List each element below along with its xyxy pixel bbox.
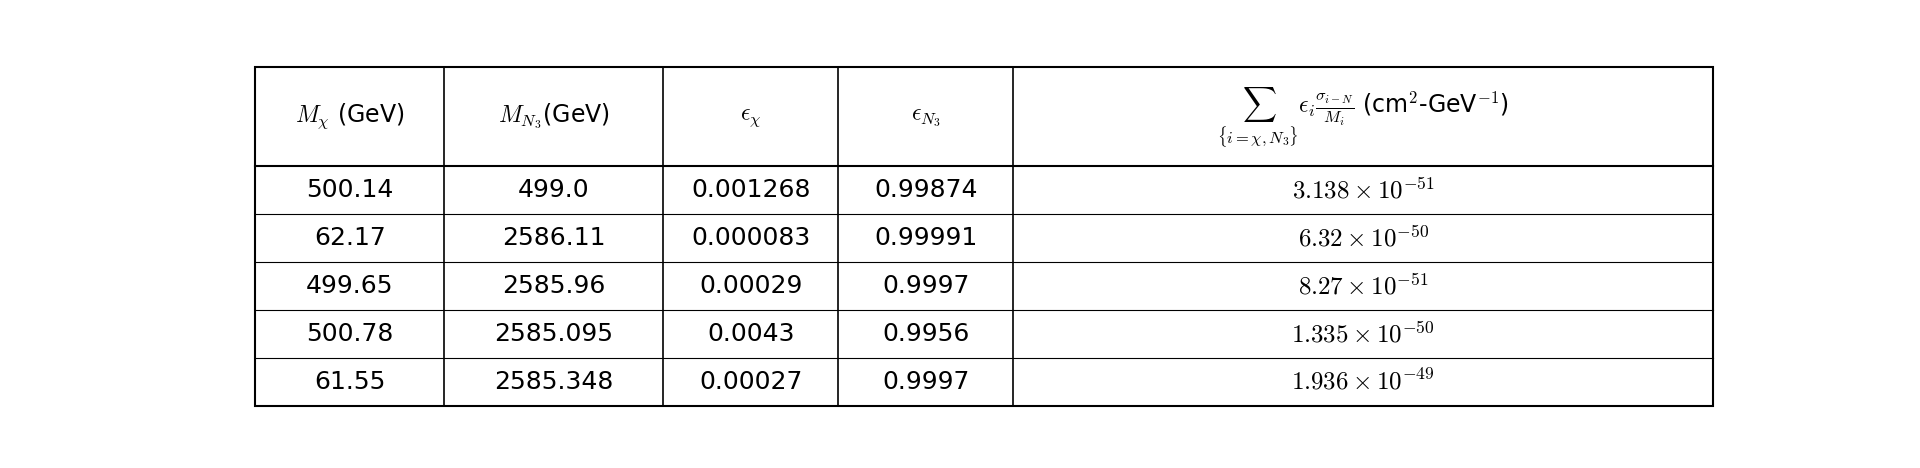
Text: 2585.348: 2585.348 bbox=[493, 370, 614, 394]
Text: 0.000083: 0.000083 bbox=[691, 226, 810, 250]
Text: 2585.96: 2585.96 bbox=[503, 274, 605, 298]
Text: 62.17: 62.17 bbox=[313, 226, 386, 250]
Text: 0.9997: 0.9997 bbox=[881, 370, 970, 394]
Text: $\sum_{\{i=\chi,N_3\}} \epsilon_i \frac{\sigma_{i-N}}{M_i}$ (cm$^2$-GeV$^{-1}$): $\sum_{\{i=\chi,N_3\}} \epsilon_i \frac{… bbox=[1217, 85, 1509, 148]
Text: $8.27\times10^{-51}$: $8.27\times10^{-51}$ bbox=[1298, 273, 1428, 299]
Text: 0.0043: 0.0043 bbox=[707, 322, 795, 346]
Text: $3.138\times10^{-51}$: $3.138\times10^{-51}$ bbox=[1292, 177, 1434, 203]
Text: 500.14: 500.14 bbox=[305, 178, 394, 202]
Text: 0.9956: 0.9956 bbox=[881, 322, 970, 346]
Text: 0.99991: 0.99991 bbox=[874, 226, 977, 250]
Text: 0.00029: 0.00029 bbox=[699, 274, 803, 298]
Text: $M_{\chi}$ (GeV): $M_{\chi}$ (GeV) bbox=[296, 102, 405, 132]
Text: 499.0: 499.0 bbox=[518, 178, 589, 202]
Text: $6.32\times10^{-50}$: $6.32\times10^{-50}$ bbox=[1298, 225, 1428, 251]
Text: 61.55: 61.55 bbox=[315, 370, 386, 394]
Text: 0.00027: 0.00027 bbox=[699, 370, 803, 394]
Text: 0.001268: 0.001268 bbox=[691, 178, 810, 202]
Text: 0.99874: 0.99874 bbox=[874, 178, 977, 202]
Text: $M_{N_3}$(GeV): $M_{N_3}$(GeV) bbox=[497, 102, 611, 132]
Text: $1.936\times10^{-49}$: $1.936\times10^{-49}$ bbox=[1292, 369, 1434, 395]
Text: $1.335\times10^{-50}$: $1.335\times10^{-50}$ bbox=[1292, 321, 1434, 347]
Text: 0.9997: 0.9997 bbox=[881, 274, 970, 298]
Text: $\epsilon_{\chi}$: $\epsilon_{\chi}$ bbox=[739, 105, 762, 129]
Text: 2586.11: 2586.11 bbox=[501, 226, 605, 250]
Text: 499.65: 499.65 bbox=[305, 274, 394, 298]
Text: 2585.095: 2585.095 bbox=[493, 322, 612, 346]
Text: 500.78: 500.78 bbox=[305, 322, 394, 346]
Text: $\epsilon_{N_3}$: $\epsilon_{N_3}$ bbox=[910, 105, 941, 129]
